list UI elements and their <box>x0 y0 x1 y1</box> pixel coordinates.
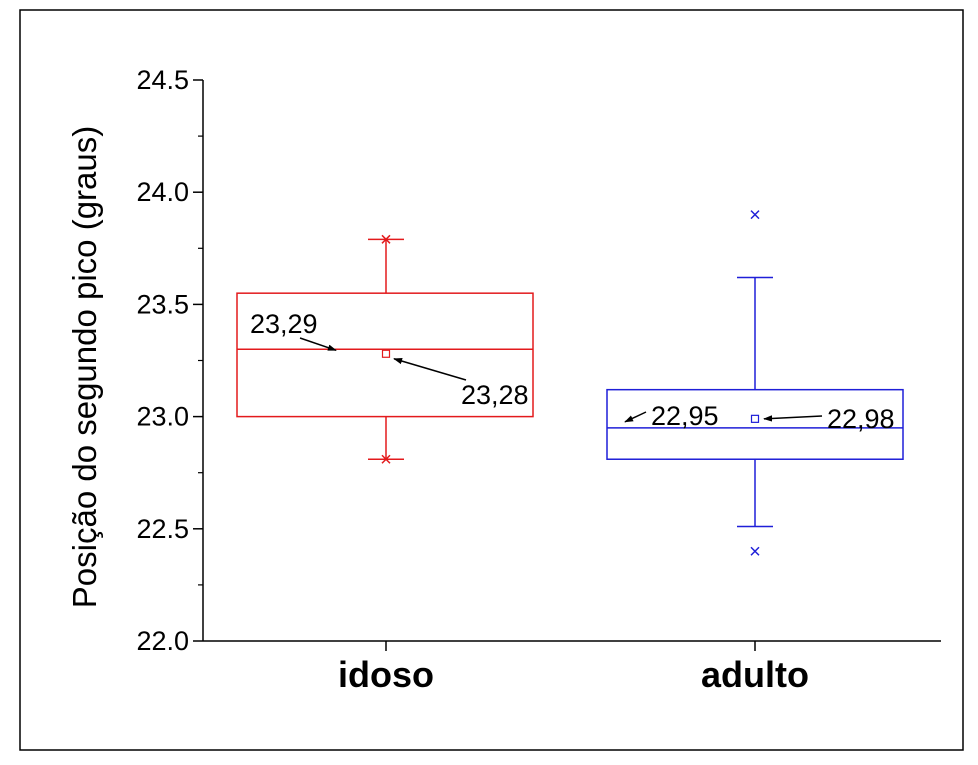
y-tick-label: 24.5 <box>136 65 189 95</box>
mean-annotation-adulto: 22,98 <box>827 404 895 434</box>
x-tick-label-idoso: idoso <box>338 654 434 695</box>
y-tick-label: 22.0 <box>136 626 189 656</box>
figure-border <box>19 9 964 751</box>
x-tick-label-adulto: adulto <box>701 654 809 695</box>
outlier-marker-adulto <box>750 546 760 556</box>
y-tick-label: 23.0 <box>136 402 189 432</box>
mean-arrow-adulto <box>763 415 823 422</box>
y-axis-title: Posição do segundo pico (graus) <box>66 126 103 608</box>
extreme-marker-idoso <box>381 454 391 464</box>
median-annotation-idoso: 23,29 <box>250 309 318 339</box>
outlier-marker-adulto <box>750 210 760 220</box>
median-arrow-adulto <box>624 411 647 423</box>
y-tick-label: 24.0 <box>136 177 189 207</box>
extreme-marker-idoso <box>381 234 391 244</box>
mean-marker-adulto <box>750 414 760 423</box>
median-annotation-adulto: 22,95 <box>651 401 719 431</box>
mean-marker-idoso <box>381 349 391 358</box>
mean-annotation-idoso: 23,28 <box>461 380 529 410</box>
y-tick-label: 22.5 <box>136 514 189 544</box>
mean-arrow-idoso <box>393 358 467 381</box>
median-arrow-idoso <box>299 337 337 351</box>
box-idoso <box>236 292 534 418</box>
plot-area <box>193 79 941 651</box>
y-tick-label: 23.5 <box>136 289 189 319</box>
